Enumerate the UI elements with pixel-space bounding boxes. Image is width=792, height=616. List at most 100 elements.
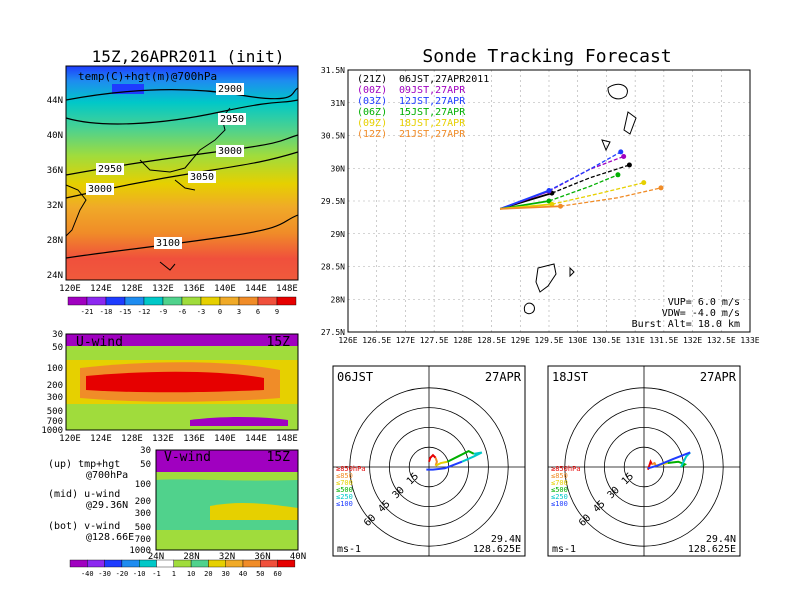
hodograph-time: 18JST (552, 370, 588, 384)
burst-point (557, 203, 563, 209)
colorbar-label: -9 (159, 308, 167, 316)
level-legend: ≤500 (551, 486, 568, 494)
panel-legend: (up) tmp+hgt@700hPa (mid) u-wind@29.36N (b… (48, 459, 134, 543)
level-legend: ≤250 (336, 493, 353, 501)
level-legend: ≤700 (551, 479, 568, 487)
pressure-tick-label: 200 (47, 381, 63, 391)
track-descent-line (551, 164, 630, 194)
contour-label-bg (154, 237, 182, 249)
hodograph-06jst: 15304560≥850hPa≤850≤700≤500≤250≤10006JST… (332, 365, 526, 557)
burst-point (546, 188, 552, 194)
u-wind-lon-ticks: 120E 124E 128E 132E 136E 140E 144E 148E (59, 434, 298, 444)
contour-label: 2950 (220, 114, 244, 125)
x-tick-label: 132.5E (707, 336, 736, 345)
pressure-tick-label: 100 (135, 480, 151, 490)
x-tick-label: 130E (568, 336, 587, 345)
lon-tick-label: 144E (245, 284, 267, 294)
pressure-tick-label: 30 (52, 330, 63, 340)
colorbar-swatch (173, 559, 192, 568)
y-tick-label: 31N (331, 99, 346, 108)
x-tick-label: 131.5E (649, 336, 678, 345)
sonde-param: VDW= -4.0 m/s (662, 308, 740, 319)
lat-tick-label: 40N (47, 131, 63, 141)
track-descent-line (560, 187, 662, 207)
pressure-tick-label: 300 (135, 509, 151, 519)
lon-tick-label: 148E (276, 434, 298, 444)
run-label: 09JST,27APR (399, 85, 466, 96)
landing-point (615, 172, 621, 178)
pressure-tick-label: 1000 (129, 546, 151, 556)
colorbar-swatch (67, 296, 88, 306)
hodograph-segment (667, 460, 688, 468)
y-tick-label: 28.5N (321, 263, 345, 272)
run-label: 06JST,27APR2011 (399, 74, 489, 85)
x-tick-label: 126E (338, 336, 357, 345)
hodograph-segment (426, 460, 463, 471)
legend-line: @29.36N (86, 500, 128, 511)
y-tick-label: 29N (331, 230, 346, 239)
run-label: 21JST,27APR (399, 129, 466, 140)
temp-map-lon-ticks: 120E 124E 128E 132E 136E 140E 144E 148E (59, 284, 298, 294)
lat-tick-label: 32N (47, 201, 63, 211)
run-code: (21Z) (357, 74, 387, 85)
lat-tick-label: 44N (47, 96, 63, 106)
level-legend: ≤250 (551, 493, 568, 501)
pressure-tick-label: 50 (52, 343, 63, 353)
pressure-tick-label: 30 (140, 446, 151, 456)
hodograph-time: 06JST (337, 370, 373, 384)
hodograph-date: 27APR (700, 370, 737, 384)
hodograph-18jst: 15304560≥850hPa≤850≤700≤500≤250≤10018JST… (547, 365, 741, 557)
colorbar-swatch (87, 559, 105, 568)
temp-colorbar: -21 -18 -15 -12 -9 -6 -3 0 3 6 9 (67, 296, 297, 316)
lat-tick-label: 28N (47, 236, 63, 246)
label-bg (550, 369, 594, 384)
colorbar-label: 3 (237, 308, 241, 316)
x-tick-label: 127.5E (420, 336, 449, 345)
y-tick-label: 28N (331, 295, 346, 304)
colorbar-label: -18 (100, 308, 113, 316)
colorbar-swatch (238, 296, 259, 306)
hodograph-unit: ms-1 (552, 544, 576, 555)
colorbar-swatch (69, 559, 88, 568)
lon-tick-label: 140E (214, 284, 236, 294)
colorbar-label: -1 (152, 570, 160, 578)
colorbar-swatch (225, 559, 244, 568)
x-tick-label: 130.5E (592, 336, 621, 345)
track-ascent-line (500, 205, 561, 210)
contour-label: 2950 (98, 164, 122, 175)
tracking-y-ticks: 27.5N 28N 28.5N 29N 29.5N 30N 30.5N 31N 31.5N (321, 66, 345, 337)
tracking-series (499, 149, 664, 210)
colorbar-swatch (138, 559, 157, 568)
u-wind-time: 15Z (267, 335, 291, 350)
coastline (65, 107, 231, 271)
colorbar-swatch (257, 296, 278, 306)
hodograph-lat: 29.4N (706, 534, 736, 545)
run-label: 12JST,27APR (399, 96, 466, 107)
colorbar-label: -30 (98, 570, 111, 578)
label-bg (475, 369, 523, 384)
colorbar-swatch (200, 296, 221, 306)
landing-point (618, 149, 624, 155)
colorbar-swatch (242, 559, 261, 568)
hodograph-unit: ms-1 (337, 544, 361, 555)
hodograph-date: 27APR (485, 370, 522, 384)
island-coastlines (523, 83, 637, 315)
colorbar-label: -21 (81, 308, 94, 316)
run-label: 18JST,27APR (399, 118, 466, 129)
lon-tick-label: 124E (90, 434, 112, 444)
colorbar-label: 40 (239, 570, 247, 578)
contour-label-bg (216, 83, 244, 95)
label-bg (690, 369, 738, 384)
pressure-tick-label: 1000 (41, 426, 63, 436)
colorbar-swatch (277, 559, 296, 568)
x-tick-label: 133E (740, 336, 759, 345)
level-legend: ≤100 (336, 500, 353, 508)
y-tick-label: 30N (331, 164, 346, 173)
tracking-x-ticks: 126E 126.5E 127E 127.5E 128E 128.5E 129E 129.5E… (338, 336, 759, 345)
track-descent-line (548, 174, 619, 202)
landing-point (621, 153, 627, 159)
lon-tick-label: 148E (276, 284, 298, 294)
